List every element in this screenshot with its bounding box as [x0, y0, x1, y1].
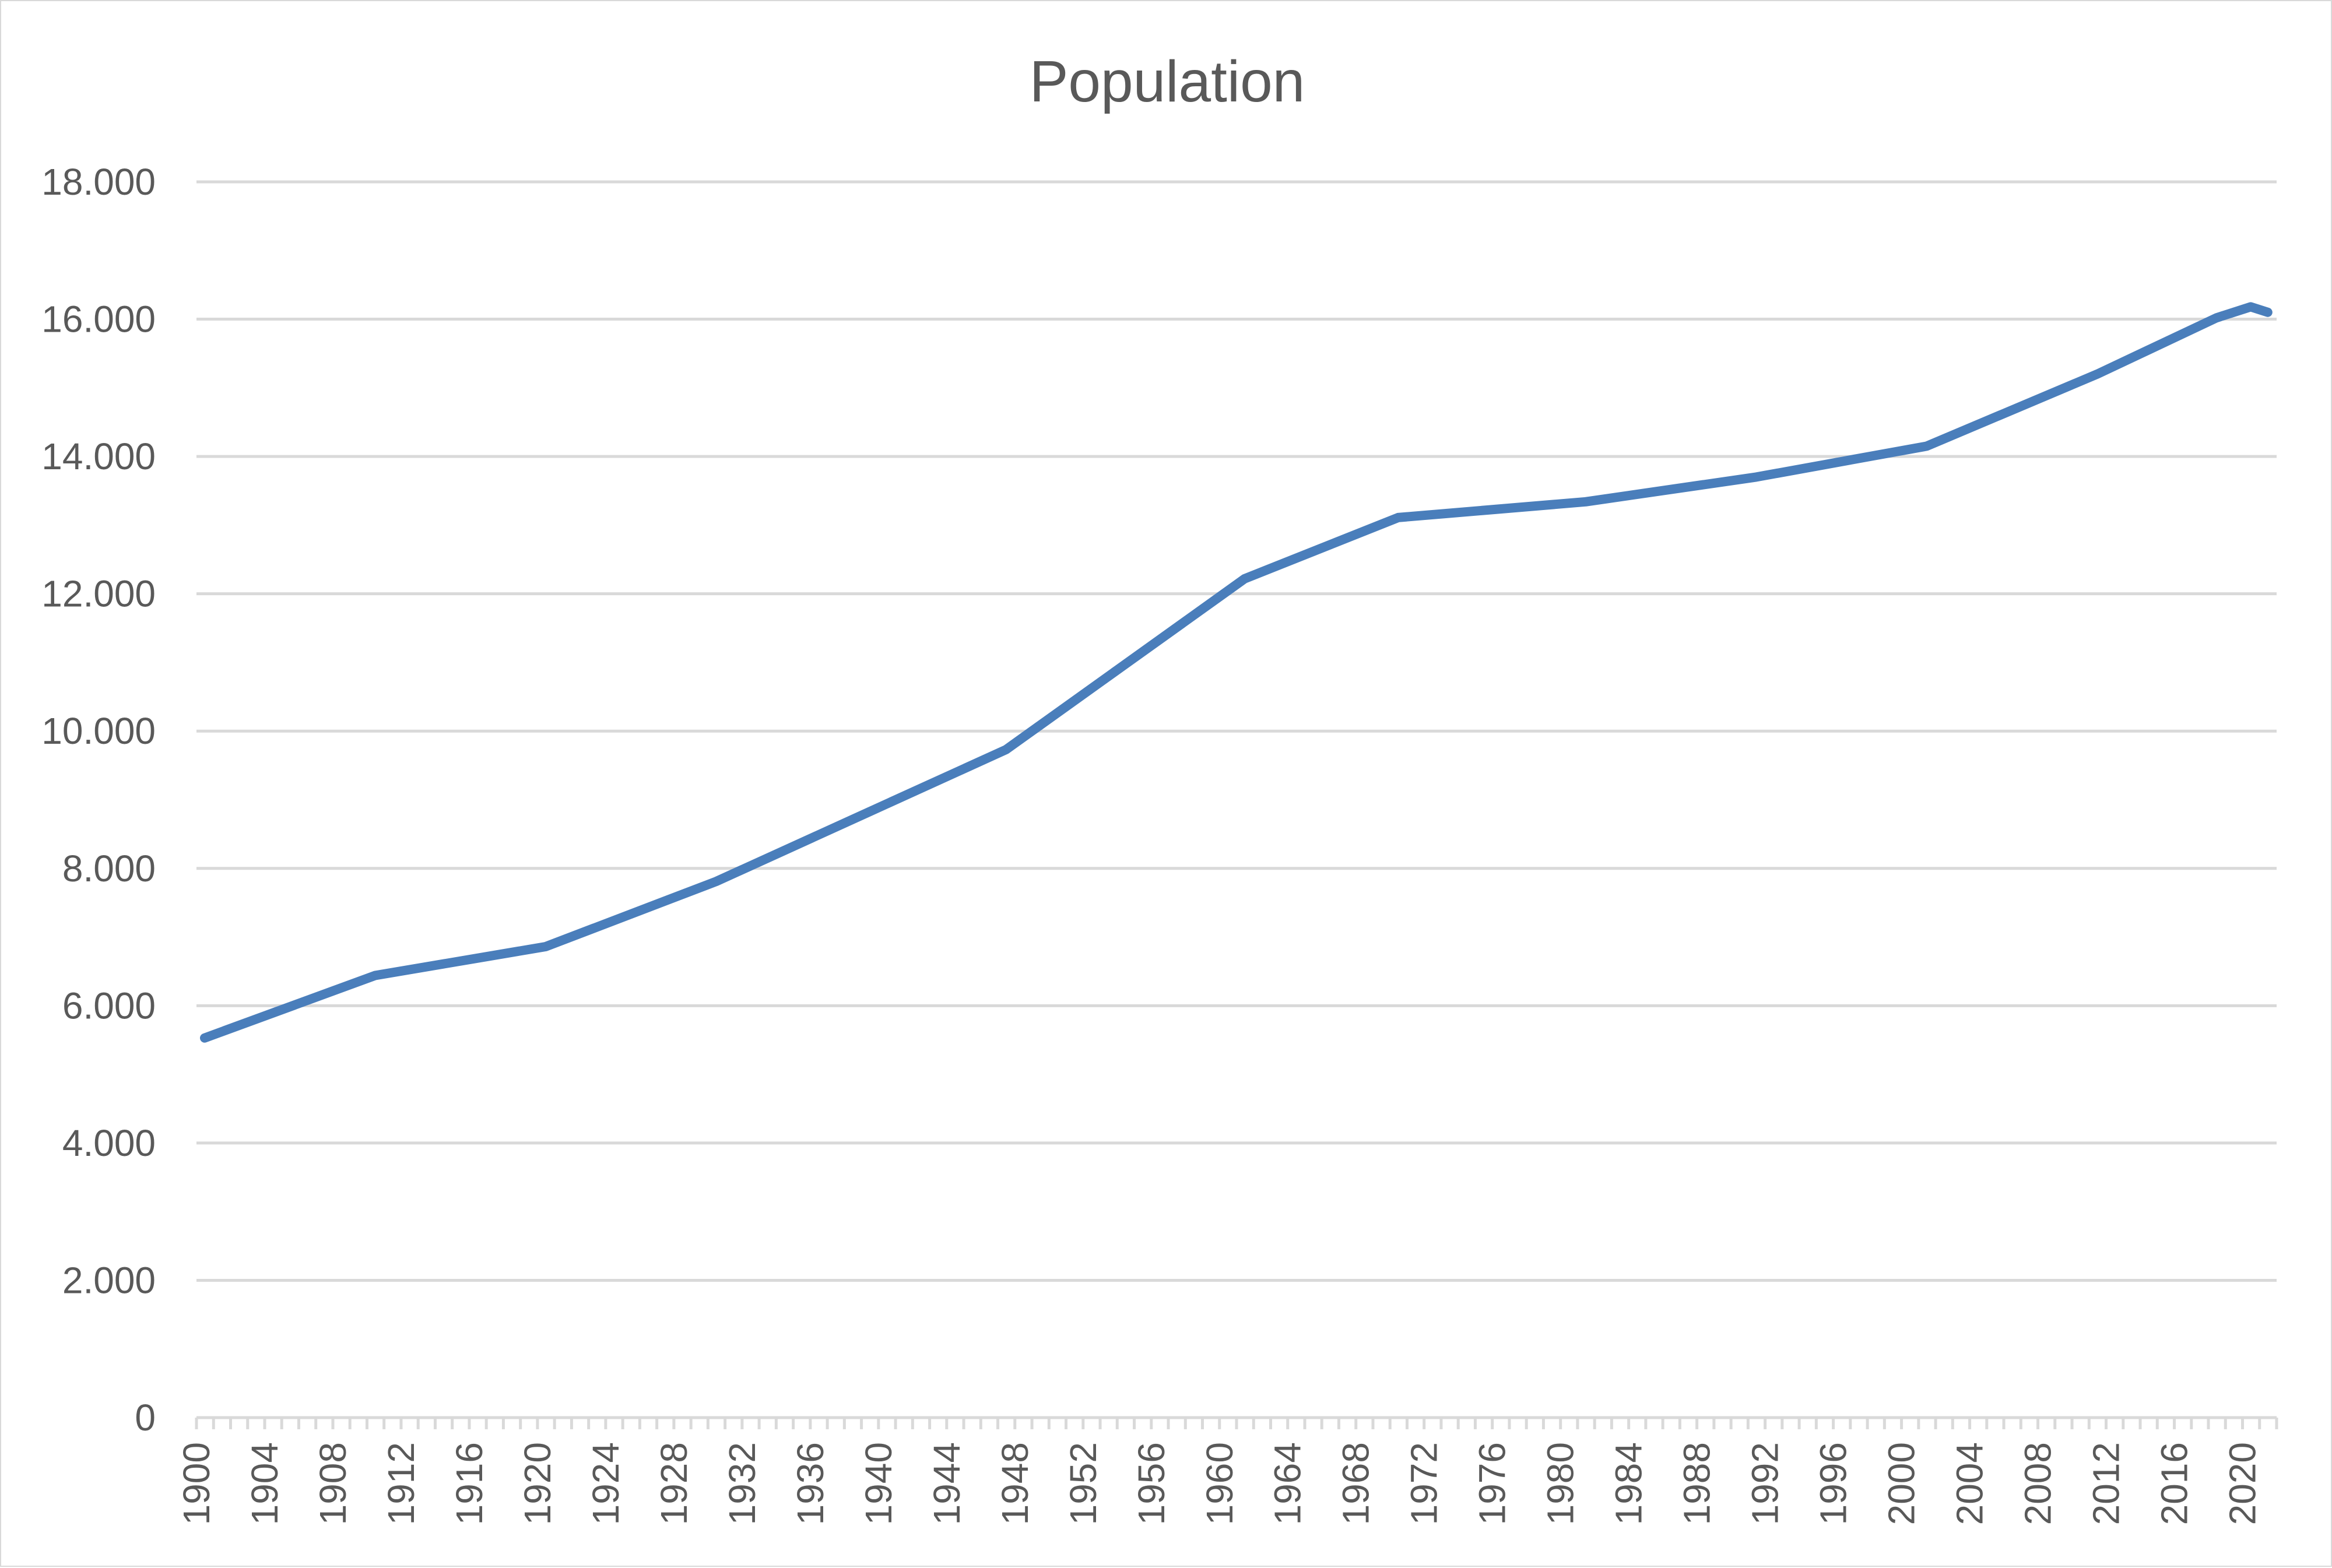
y-tick-label: 16.000	[41, 298, 156, 340]
x-tick-label: 1920	[517, 1442, 559, 1525]
x-tick-label: 1940	[858, 1442, 900, 1525]
x-tick-label: 1956	[1130, 1442, 1172, 1525]
series-line	[205, 307, 2268, 1038]
y-tick-label: 6.000	[62, 985, 156, 1026]
gridlines	[196, 182, 2277, 1280]
x-tick-label: 1932	[721, 1442, 763, 1525]
y-tick-label: 8.000	[62, 848, 156, 890]
x-tick-label: 2004	[1949, 1442, 1991, 1525]
x-tick-label: 2016	[2154, 1442, 2196, 1525]
x-tick-label: 2000	[1881, 1442, 1923, 1525]
x-tick-label: 1912	[380, 1442, 422, 1525]
chart-title: Population	[1030, 49, 1305, 114]
x-tick-label: 1996	[1813, 1442, 1855, 1525]
x-tick-label: 1984	[1608, 1442, 1650, 1525]
x-tick-label: 1976	[1471, 1442, 1513, 1525]
y-tick-label: 18.000	[41, 161, 156, 203]
x-tick-label: 2012	[2085, 1442, 2127, 1525]
x-tick-label: 1952	[1062, 1442, 1104, 1525]
y-tick-label: 2.000	[62, 1259, 156, 1301]
x-tick-label: 1936	[789, 1442, 831, 1525]
y-axis-tick-labels: 0 2.000 4.000 6.000 8.000 10.000 12.000 14.000 1…	[41, 161, 156, 1439]
y-tick-label: 14.000	[41, 435, 156, 477]
x-tick-label: 1960	[1199, 1442, 1241, 1525]
x-tick-label: 1928	[653, 1442, 695, 1525]
y-tick-label: 12.000	[41, 573, 156, 615]
x-tick-label: 1988	[1676, 1442, 1718, 1525]
x-tick-label: 1924	[585, 1442, 627, 1525]
x-tick-label: 1992	[1744, 1442, 1786, 1525]
x-tick-label: 1908	[312, 1442, 354, 1525]
x-tick-label: 2020	[2222, 1442, 2264, 1525]
x-tick-label: 1980	[1540, 1442, 1582, 1525]
x-tick-label: 1944	[926, 1442, 968, 1525]
series-layer	[205, 307, 2268, 1038]
x-tick-label: 1948	[994, 1442, 1036, 1525]
x-tick-label: 1916	[448, 1442, 490, 1525]
y-tick-label: 4.000	[62, 1122, 156, 1164]
x-tick-label: 1968	[1335, 1442, 1377, 1525]
x-tick-label: 1964	[1267, 1442, 1309, 1525]
y-tick-label: 0	[135, 1397, 156, 1439]
y-tick-label: 10.000	[41, 710, 156, 752]
axes	[196, 1418, 2277, 1429]
x-axis-tick-labels: 1900 1904 1908 1912 1916 1920 1924 1928 1932 1936…	[175, 1442, 2264, 1525]
x-tick-label: 2008	[2017, 1442, 2059, 1525]
x-tick-label: 1972	[1403, 1442, 1445, 1525]
x-tick-label: 1900	[175, 1442, 217, 1525]
x-tick-label: 1904	[244, 1442, 286, 1525]
